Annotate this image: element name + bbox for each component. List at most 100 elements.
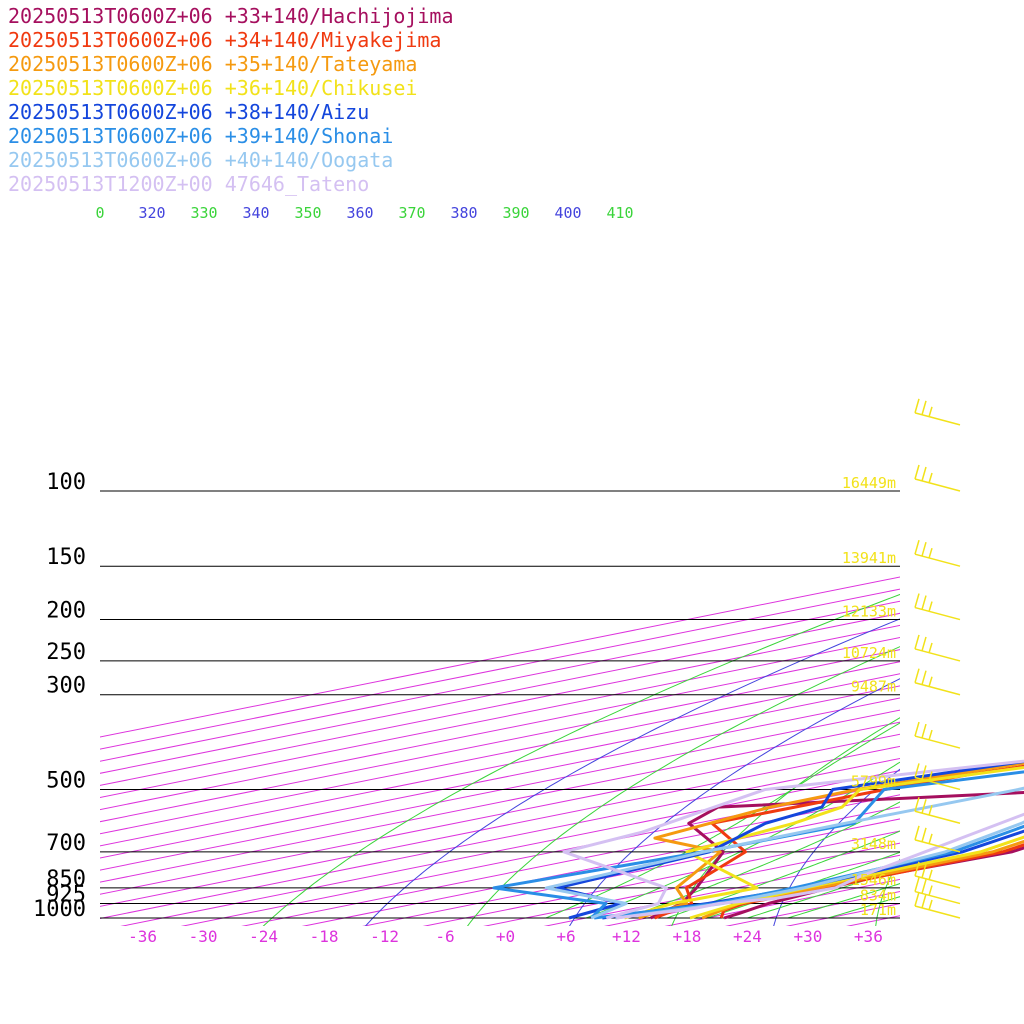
dewpoint-line-7 xyxy=(562,759,1024,920)
legend-item-shonai: 20250513T0600Z+06 +39+140/Shonai xyxy=(8,124,394,148)
height-label: 13941m xyxy=(842,549,896,567)
dry-adiabat-line xyxy=(875,858,900,926)
pressure-label: 1000 xyxy=(33,897,86,922)
theta-label: 390 xyxy=(502,204,529,222)
wind-barb xyxy=(914,763,961,791)
isotherm-line xyxy=(100,697,900,859)
temperature-tick-label: +24 xyxy=(733,927,762,946)
height-label: 3148m xyxy=(851,835,896,853)
isotherm-line xyxy=(362,818,900,926)
moist-adiabat-line xyxy=(545,722,900,919)
height-label: 834m xyxy=(860,887,896,905)
height-label: 16449m xyxy=(842,474,896,492)
height-label: 5799m xyxy=(851,772,896,790)
wind-barb xyxy=(914,877,961,905)
isotherm-line xyxy=(100,721,900,883)
temperature-tick-label: -6 xyxy=(435,927,454,946)
legend-item-hachijojima: 20250513T0600Z+06 +33+140/Hachijojima xyxy=(8,4,454,28)
temperature-line-2 xyxy=(701,839,1024,920)
height-label: 9487m xyxy=(851,678,896,696)
isotherm-line xyxy=(100,600,900,762)
dry-adiabat-line xyxy=(569,678,900,926)
isotherm-line xyxy=(100,624,900,786)
wind-barb xyxy=(914,861,961,889)
isotherm-line xyxy=(100,733,900,895)
temperature-tick-label: -36 xyxy=(128,927,157,946)
pressure-label: 150 xyxy=(46,545,86,570)
dry-adiabat-grid xyxy=(262,593,900,926)
isotherm-line xyxy=(120,770,900,926)
moist-adiabat-line xyxy=(626,801,900,919)
isotherm-line xyxy=(100,588,900,750)
dewpoint-line-6 xyxy=(544,786,1024,920)
isotherm-line xyxy=(100,576,900,738)
temperature-line-0 xyxy=(723,846,1024,920)
wind-barb xyxy=(914,634,961,662)
isobar-grid xyxy=(100,490,900,919)
theta-label: 410 xyxy=(606,204,633,222)
theta-label: 340 xyxy=(242,204,269,222)
wind-barb xyxy=(914,593,961,621)
pressure-label: 200 xyxy=(46,599,86,624)
wind-barb xyxy=(914,825,961,853)
temperature-tick-label: +0 xyxy=(496,927,515,946)
dewpoint-line-2 xyxy=(638,761,1024,920)
pressure-label: 850 xyxy=(46,867,86,892)
theta-label: 330 xyxy=(190,204,217,222)
temperature-tick-label: -12 xyxy=(370,927,399,946)
isotherm-line xyxy=(422,830,900,926)
pressure-label: 500 xyxy=(46,768,86,793)
temperature-tick-label: -30 xyxy=(189,927,218,946)
legend-item-chikusei: 20250513T0600Z+06 +36+140/Chikusei xyxy=(8,76,418,100)
theta-label: 380 xyxy=(450,204,477,222)
theta-label: 400 xyxy=(554,204,581,222)
moist-adiabat-line xyxy=(787,883,900,919)
pressure-label: 300 xyxy=(46,674,86,699)
isotherm-line xyxy=(100,636,900,799)
legend: 20250513T0600Z+06 +33+140/Hachijojima 20… xyxy=(8,4,454,196)
height-label: 12133m xyxy=(842,603,896,621)
pressure-label: 250 xyxy=(46,640,86,665)
temperature-tick-label: -24 xyxy=(249,927,278,946)
theta-label: 370 xyxy=(398,204,425,222)
temperature-tick-label: +30 xyxy=(793,927,822,946)
pressure-label: 700 xyxy=(46,831,86,856)
wind-barb xyxy=(914,398,961,426)
wind-barb xyxy=(914,539,961,567)
isotherm-line xyxy=(100,661,900,823)
isotherm-line xyxy=(100,673,900,835)
wind-barb xyxy=(914,464,961,492)
legend-item-tateno: 20250513T1200Z+00 47646_Tateno xyxy=(8,172,370,196)
sounding-profiles xyxy=(492,759,1024,920)
temperature-line-5 xyxy=(594,824,1024,920)
theta-label: 320 xyxy=(138,204,165,222)
dry-adiabat-line xyxy=(466,646,900,926)
theta-label: 0 xyxy=(95,204,104,222)
isotherm-line xyxy=(483,842,900,926)
temperature-tick-label: +12 xyxy=(612,927,641,946)
temperature-tick-label: +6 xyxy=(556,927,575,946)
temperature-line-7 xyxy=(616,812,1024,920)
pressure-label: 100 xyxy=(46,470,86,495)
theta-label: 360 xyxy=(346,204,373,222)
temperature-tick-label: +18 xyxy=(672,927,701,946)
wind-barb xyxy=(914,721,961,749)
dry-adiabat-line xyxy=(364,618,900,926)
theta-label: 350 xyxy=(294,204,321,222)
temperature-tick-label: +36 xyxy=(854,927,883,946)
isotherm-line xyxy=(100,612,900,774)
wind-barb xyxy=(914,797,961,824)
wind-barb xyxy=(914,668,961,696)
isotherm-line xyxy=(100,745,900,907)
isotherm-line xyxy=(100,685,900,847)
isotherm-line xyxy=(100,709,900,871)
legend-item-miyakejima: 20250513T0600Z+06 +34+140/Miyakejima xyxy=(8,28,442,52)
legend-item-aizu: 20250513T0600Z+06 +38+140/Aizu xyxy=(8,100,370,124)
pressure-label: 925 xyxy=(46,883,86,908)
isotherm-line xyxy=(100,649,900,811)
height-label: 10724m xyxy=(842,644,896,662)
temperature-line-6 xyxy=(615,820,1024,920)
axis-labels: 100 16449m 150 13941m 200 12133m 250 10724m 300 9… xyxy=(33,204,896,946)
height-label: 1546m xyxy=(851,871,896,889)
